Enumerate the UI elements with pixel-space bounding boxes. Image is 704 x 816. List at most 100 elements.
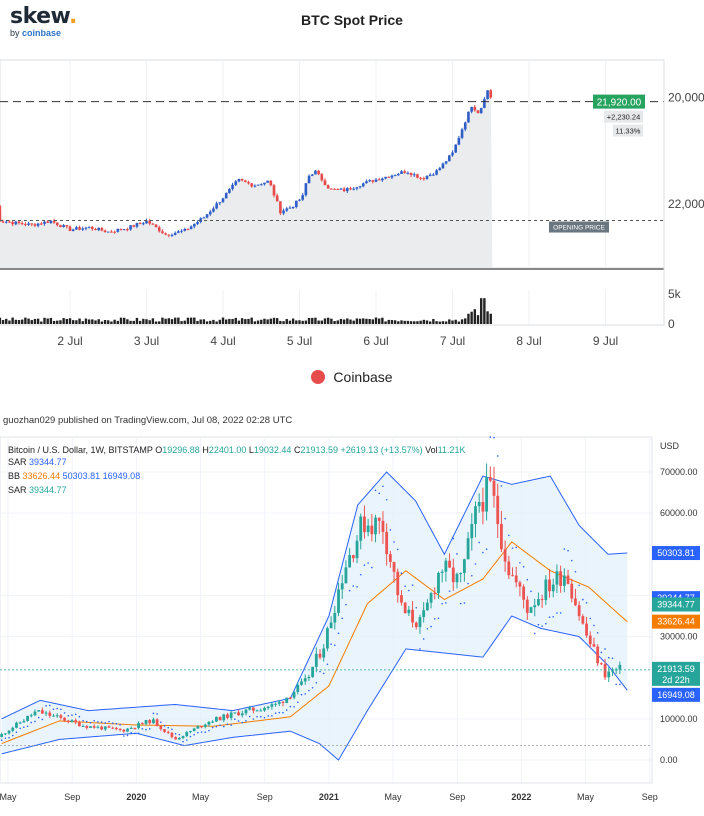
volume-bar xyxy=(275,318,279,324)
volume-bar xyxy=(476,315,480,324)
tv-candle xyxy=(400,595,403,603)
sar-dot xyxy=(334,644,336,646)
price-candle xyxy=(20,223,24,225)
sar-dot xyxy=(430,625,432,628)
price-candle xyxy=(30,223,34,225)
sar-dot xyxy=(271,714,273,717)
sar-dot xyxy=(504,517,506,520)
legend-marker xyxy=(311,370,326,384)
change-abs: +2,230.24 xyxy=(607,113,641,122)
price-candle xyxy=(470,106,473,112)
sar-dot xyxy=(456,553,458,555)
sar-dot xyxy=(34,720,36,723)
tv-candle xyxy=(222,714,226,721)
price-candle xyxy=(387,176,391,178)
tv-y-tick-label: 30000.00 xyxy=(660,632,698,642)
tv-candle xyxy=(192,728,196,732)
sar-dot xyxy=(67,714,70,717)
price-candle xyxy=(320,174,324,181)
price-candle xyxy=(157,227,161,232)
price-candle xyxy=(68,226,72,232)
sar-dot xyxy=(545,622,547,625)
sar-dot xyxy=(78,715,81,718)
sar2-label: SAR xyxy=(8,485,27,495)
sar-dot xyxy=(478,541,480,544)
bb-basis-line xyxy=(1,541,628,745)
sar-dot xyxy=(256,715,258,718)
sar-dot xyxy=(393,541,395,543)
volume-bar xyxy=(448,319,451,324)
tv-tag-sar_b: 39344.77 xyxy=(657,599,695,609)
price-candle xyxy=(186,228,190,230)
sar-dot xyxy=(193,733,195,736)
sar-dot xyxy=(437,617,440,620)
tv-candle xyxy=(507,561,511,576)
volume-bar xyxy=(59,320,62,324)
volume-bar xyxy=(377,318,381,324)
bb-band-fill xyxy=(1,472,628,760)
tv-candle xyxy=(448,560,451,568)
low-value: 19032.44 xyxy=(253,445,292,455)
tv-candle xyxy=(288,697,292,699)
sar-dot xyxy=(167,726,170,729)
y-tick-label: 20,000 xyxy=(668,90,704,104)
price-candle xyxy=(78,227,81,230)
sar-dot xyxy=(315,681,318,684)
sar-dot xyxy=(160,721,162,723)
tv-candle xyxy=(244,709,248,714)
sar-dot xyxy=(219,724,221,727)
price-candle xyxy=(384,176,387,179)
price-candle xyxy=(454,144,457,153)
sar-dot xyxy=(71,714,73,716)
sar-dot xyxy=(282,711,284,714)
tv-candle xyxy=(348,555,352,568)
volume-bar xyxy=(457,321,461,324)
legend[interactable]: Coinbase xyxy=(0,369,704,385)
price-candle xyxy=(247,181,250,184)
volume-bar xyxy=(97,319,100,324)
price-candle xyxy=(253,185,257,187)
price-candle xyxy=(342,188,346,192)
volume-bar xyxy=(307,318,311,324)
tv-candle xyxy=(33,711,37,716)
price-candle xyxy=(129,225,132,230)
sar-dot xyxy=(134,732,136,735)
price-candle xyxy=(298,199,301,201)
price-candle xyxy=(361,183,365,187)
sar-dot xyxy=(82,719,84,722)
tv-candle xyxy=(511,575,514,577)
tv-candle xyxy=(577,605,581,617)
tv-candle xyxy=(599,663,603,665)
volume-bar xyxy=(205,321,209,324)
sar-dot xyxy=(619,683,621,686)
sar-dot xyxy=(248,715,251,718)
tv-candle xyxy=(481,502,485,512)
price-candle xyxy=(397,174,400,176)
volume-bar xyxy=(164,318,167,324)
tv-candle xyxy=(281,701,285,703)
volume-bar xyxy=(65,318,69,324)
price-candle xyxy=(467,111,470,123)
volume-bar xyxy=(135,317,139,324)
volume-bar xyxy=(403,320,406,324)
volume-bar xyxy=(326,317,330,324)
price-candle xyxy=(215,203,218,209)
tv-tag-box xyxy=(652,597,700,612)
tv-candle xyxy=(259,710,263,712)
tv-candle xyxy=(496,495,500,525)
price-candle xyxy=(119,228,123,230)
price-candle xyxy=(11,221,14,225)
sar-dot xyxy=(152,712,155,715)
price-candle xyxy=(142,223,145,225)
volume-value: 11.21K xyxy=(437,445,466,455)
tv-candle xyxy=(203,724,207,727)
price-candle xyxy=(75,227,78,230)
sar-dot xyxy=(89,721,92,724)
volume-bar xyxy=(231,318,234,324)
sar-dot xyxy=(234,718,236,721)
volume-bar xyxy=(186,317,190,324)
volume-bar xyxy=(279,320,282,324)
tv-candle xyxy=(474,506,477,524)
price-candle xyxy=(84,227,88,229)
sar-dot xyxy=(211,726,214,729)
